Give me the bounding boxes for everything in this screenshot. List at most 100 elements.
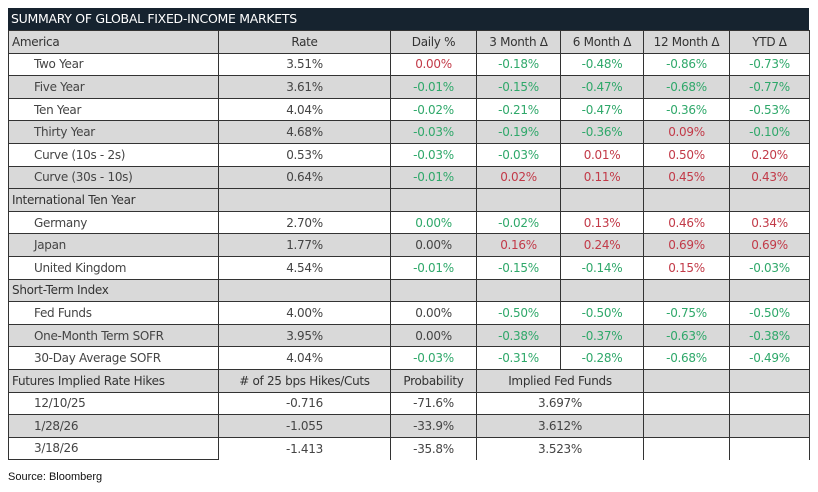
column-header: Futures Implied Rate Hikes xyxy=(8,368,219,393)
empty-cell xyxy=(218,188,391,212)
value-cell: -0.47% xyxy=(560,75,644,99)
meeting-date: 1/28/26 xyxy=(8,414,219,438)
value-cell: 0.50% xyxy=(643,142,730,167)
value-cell: -0.73% xyxy=(729,52,810,77)
value-cell: 0.00% xyxy=(390,301,477,325)
table-row: Curve (10s - 2s) 0.53% -0.03% -0.03% 0.01% 0.… xyxy=(8,142,810,167)
value-cell: 0.00% xyxy=(390,233,477,257)
empty-cell xyxy=(560,278,644,303)
section-heading: International Ten Year xyxy=(8,188,219,212)
value-cell: 3.51% xyxy=(218,52,391,77)
value-cell: 0.01% xyxy=(560,142,644,167)
value-cell: 0.53% xyxy=(218,142,391,167)
table-row: Germany 2.70% 0.00% -0.02% 0.13% 0.46% 0.34% xyxy=(8,210,810,235)
value-cell: -0.14% xyxy=(560,255,644,280)
value-cell: -0.38% xyxy=(729,323,810,348)
value-cell: -0.01% xyxy=(390,255,477,280)
row-label: Five Year xyxy=(8,75,219,99)
value-cell: 0.24% xyxy=(560,233,644,257)
value-cell: -0.53% xyxy=(729,97,810,122)
source-note: Source: Bloomberg xyxy=(8,471,103,483)
column-header: # of 25 bps Hikes/Cuts xyxy=(218,368,391,393)
value-cell: 0.34% xyxy=(729,210,810,235)
table-row: Five Year 3.61% -0.01% -0.15% -0.47% -0.68% -0… xyxy=(8,75,810,99)
empty-cell xyxy=(729,188,810,212)
value-cell: 0.69% xyxy=(643,233,730,257)
value-cell: -0.49% xyxy=(729,346,810,370)
column-header: 6 Month Δ xyxy=(560,30,644,54)
value-cell: -0.03% xyxy=(390,346,477,370)
value-cell: -0.19% xyxy=(476,120,561,144)
empty-cell xyxy=(218,278,391,303)
table-row: 30-Day Average SOFR 4.04% -0.03% -0.31% -0.2… xyxy=(8,346,810,370)
value-cell: 0.09% xyxy=(643,120,730,144)
empty-cell xyxy=(476,278,561,303)
column-header: 12 Month Δ xyxy=(643,30,730,54)
value-cell: -0.03% xyxy=(390,120,477,144)
value-cell: -0.02% xyxy=(476,210,561,235)
value-cell: -0.50% xyxy=(476,301,561,325)
column-header: America xyxy=(8,30,219,54)
value-cell: -0.36% xyxy=(560,120,644,144)
value-cell: 4.68% xyxy=(218,120,391,144)
value-cell: 0.11% xyxy=(560,165,644,190)
probability: -33.9% xyxy=(390,414,477,438)
futures-header-row: Futures Implied Rate Hikes # of 25 bps Hi… xyxy=(8,368,810,393)
value-cell: 0.00% xyxy=(390,210,477,235)
probability: -71.6% xyxy=(390,391,477,416)
value-cell: -0.18% xyxy=(476,52,561,77)
value-cell: 0.13% xyxy=(560,210,644,235)
empty-cell xyxy=(643,391,730,416)
column-header: 3 Month Δ xyxy=(476,30,561,54)
table-row: Two Year 3.51% 0.00% -0.18% -0.48% -0.86% -0.7… xyxy=(8,52,810,77)
section-heading-row: Short-Term Index xyxy=(8,278,810,303)
value-cell: -0.86% xyxy=(643,52,730,77)
column-header: YTD Δ xyxy=(729,30,810,54)
value-cell: 0.02% xyxy=(476,165,561,190)
value-cell: 4.04% xyxy=(218,97,391,122)
empty-cell xyxy=(643,368,730,393)
value-cell: -0.15% xyxy=(476,75,561,99)
row-label: One-Month Term SOFR xyxy=(8,323,219,348)
value-cell: -0.36% xyxy=(643,97,730,122)
value-cell: -0.68% xyxy=(643,346,730,370)
value-cell: -0.28% xyxy=(560,346,644,370)
section-heading: Short-Term Index xyxy=(8,278,219,303)
value-cell: -0.68% xyxy=(643,75,730,99)
table-row: Thirty Year 4.68% -0.03% -0.19% -0.36% 0.09% -… xyxy=(8,120,810,144)
value-cell: 0.45% xyxy=(643,165,730,190)
column-header: Implied Fed Funds xyxy=(476,368,644,393)
empty-cell xyxy=(643,278,730,303)
empty-cell xyxy=(390,188,477,212)
value-cell: 0.15% xyxy=(643,255,730,280)
value-cell: -0.03% xyxy=(476,142,561,167)
value-cell: 0.69% xyxy=(729,233,810,257)
row-label: Curve (10s - 2s) xyxy=(8,142,219,167)
fixed-income-summary: SUMMARY OF GLOBAL FIXED-INCOME MARKETS A… xyxy=(8,8,810,483)
row-label: Fed Funds xyxy=(8,301,219,325)
hikes-cuts: -1.055 xyxy=(218,414,391,438)
empty-cell xyxy=(729,278,810,303)
value-cell: 0.43% xyxy=(729,165,810,190)
row-label: Two Year xyxy=(8,52,219,77)
value-cell: 4.00% xyxy=(218,301,391,325)
table-row: Japan 1.77% 0.00% 0.16% 0.24% 0.69% 0.69% xyxy=(8,233,810,257)
value-cell: -0.38% xyxy=(476,323,561,348)
value-cell: -0.75% xyxy=(643,301,730,325)
value-cell: 0.16% xyxy=(476,233,561,257)
empty-cell xyxy=(729,368,810,393)
value-cell: 0.00% xyxy=(390,323,477,348)
empty-cell xyxy=(560,188,644,212)
value-cell: 1.77% xyxy=(218,233,391,257)
value-cell: -0.01% xyxy=(390,75,477,99)
value-cell: -0.77% xyxy=(729,75,810,99)
value-cell: 4.04% xyxy=(218,346,391,370)
implied-fed-funds: 3.697% xyxy=(476,391,644,416)
value-cell: 3.61% xyxy=(218,75,391,99)
value-cell: -0.63% xyxy=(643,323,730,348)
hikes-cuts: -0.716 xyxy=(218,391,391,416)
value-cell: 3.95% xyxy=(218,323,391,348)
value-cell: 0.00% xyxy=(390,52,477,77)
row-label: Curve (30s - 10s) xyxy=(8,165,219,190)
row-label: United Kingdom xyxy=(8,255,219,280)
